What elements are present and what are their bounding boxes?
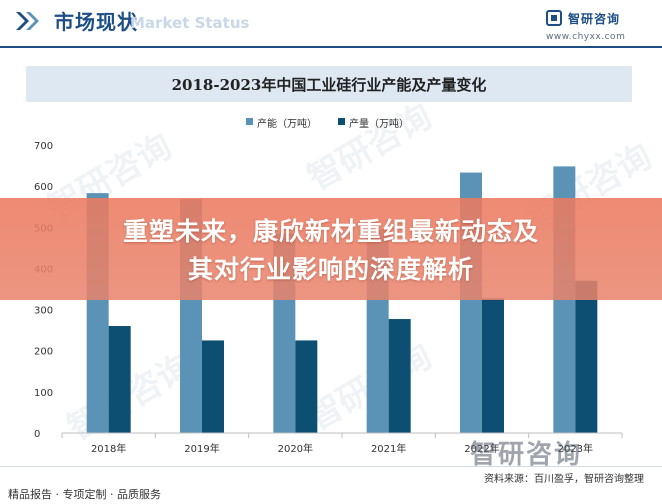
legend-label-capacity: 产能（万吨） <box>257 119 317 130</box>
page-title: 市场现状 <box>54 10 138 34</box>
chart-title-band: 2018-2023年中国工业硅行业产能及产量变化 <box>26 66 632 102</box>
double-chevron-icon <box>16 12 39 30</box>
x-tick-label: 2023年 <box>558 442 593 455</box>
y-tick-label: 200 <box>34 347 53 358</box>
brand-logo: 智研咨询 www.chyxx.com <box>546 10 642 44</box>
chart-title: 2018-2023年中国工业硅行业产能及产量变化 <box>171 76 487 94</box>
x-axis: 2018年 2019年 2020年 2021年 2022年 2023年 <box>61 432 623 455</box>
bar-output <box>388 319 411 433</box>
x-tick-label: 2022年 <box>464 442 499 455</box>
bar-output <box>108 326 131 433</box>
y-tick-label: 0 <box>34 429 40 440</box>
legend-swatch-capacity <box>246 118 253 125</box>
header-divider <box>0 46 662 48</box>
watermark-logo-text: 智研咨询 <box>470 440 583 470</box>
header: 市场现状 Market Status 智研咨询 www.chyxx.com <box>0 0 662 48</box>
headline-banner: 重塑未来，康欣新材重组最新动态及 其对行业影响的深度解析 <box>0 198 662 300</box>
headline-line-1: 重塑未来，康欣新材重组最新动态及 <box>122 217 539 246</box>
x-tick-label: 2018年 <box>91 442 126 455</box>
bar-output <box>575 280 598 433</box>
y-tick-label: 600 <box>34 182 53 193</box>
brand-name: 智研咨询 <box>568 12 621 26</box>
x-tick-label: 2021年 <box>371 442 406 455</box>
footer-divider <box>0 466 662 467</box>
source-note: 资料来源：百川盈孚，智研咨询整理 <box>484 474 644 485</box>
x-tick-label: 2020年 <box>278 442 313 455</box>
y-tick-label: 700 <box>34 141 53 152</box>
headline-line-2: 其对行业影响的深度解析 <box>187 255 474 284</box>
bar-output <box>482 298 504 433</box>
y-tick-label: 100 <box>34 388 53 399</box>
bar-output <box>295 340 318 433</box>
footer: 资料来源：百川盈孚，智研咨询整理 精品报告 · 专项定制 · 品质服务 <box>0 466 662 504</box>
legend: 产能（万吨） 产量（万吨） <box>0 114 662 130</box>
brand-icon <box>546 10 562 26</box>
legend-swatch-output <box>338 118 345 125</box>
x-tick-label: 2019年 <box>184 442 219 455</box>
footer-services: 精品报告 · 专项定制 · 品质服务 <box>8 488 161 501</box>
page-title-ghost: Market Status <box>130 14 250 32</box>
bar-output <box>202 340 224 433</box>
y-tick-label: 300 <box>34 306 53 317</box>
legend-label-output: 产量（万吨） <box>349 119 409 130</box>
brand-url: www.chyxx.com <box>546 32 626 42</box>
